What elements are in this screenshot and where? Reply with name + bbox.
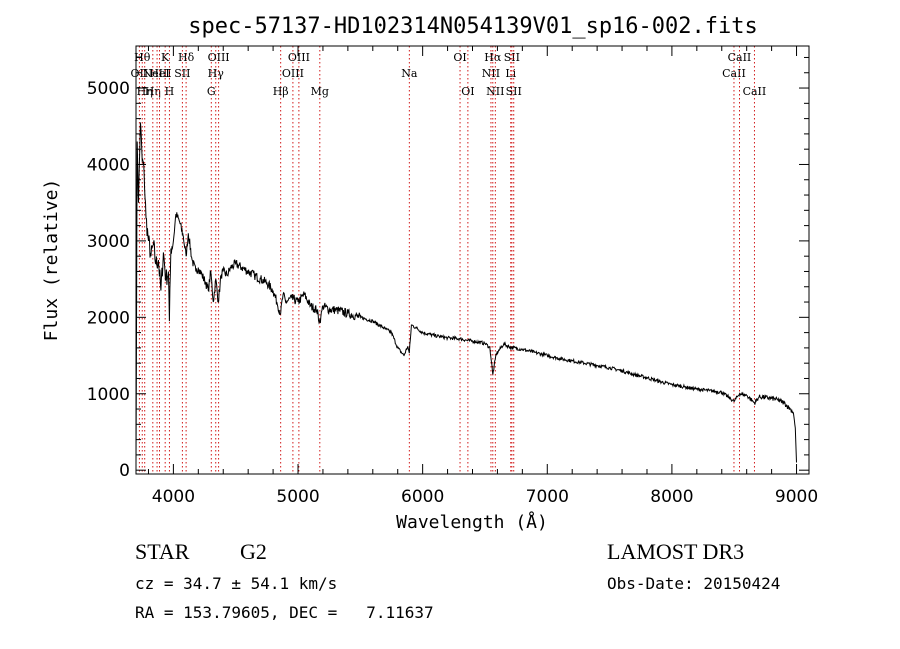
line-marker-label-8: SII: [174, 67, 190, 80]
line-marker-label-26: CaII: [722, 67, 746, 80]
x-tick-label: 9000: [775, 487, 818, 507]
line-marker-label-12: OIII: [208, 51, 230, 64]
y-tick-label: 2000: [87, 308, 130, 328]
plot-frame: [135, 45, 810, 475]
y-tick-label: 5000: [87, 79, 130, 99]
line-marker-label-10: G: [207, 85, 216, 98]
y-tick-label: 3000: [87, 232, 130, 252]
line-marker-label-3: Hη: [145, 85, 161, 98]
line-marker-label-9: Hδ: [178, 51, 195, 64]
obs-date-text: Obs-Date: 20150424: [607, 574, 781, 593]
line-marker-label-11: Hγ: [208, 67, 225, 80]
x-tick-label: 6000: [401, 487, 444, 507]
line-marker-label-27: CaII: [728, 51, 752, 64]
object-class: STAR: [135, 539, 190, 564]
line-marker-label-6: K: [161, 51, 170, 64]
plot-axes: 4000 5000 6000 7000 8000 9000 0 1000 2000 3000 400…: [87, 45, 818, 507]
line-marker-label-23: Li: [505, 67, 516, 80]
spectrum-line: [135, 122, 797, 463]
line-marker-label-14: OIII: [282, 67, 304, 80]
x-axis-label: Wavelength (Å): [396, 511, 548, 533]
redshift-text: cz = 34.7 ± 54.1 km/s: [135, 574, 338, 593]
line-marker-label-20: NII: [482, 67, 500, 80]
chart-title: spec-57137-HD102314N054139V01_sp16-002.f…: [188, 14, 758, 39]
x-tick-label: 4000: [152, 487, 195, 507]
line-marker-label-7: H: [165, 85, 175, 98]
line-marker-label-4: NeIII: [142, 67, 171, 80]
line-marker-label-17: Na: [401, 67, 418, 80]
x-tick-label: 7000: [526, 487, 569, 507]
y-tick-label: 4000: [87, 155, 130, 175]
spectral-line-markers: OIIHθHηHηNeIIIHeIKHSIIHδGHγOIIIHβOIIIOII…: [131, 46, 767, 474]
line-marker-label-5: HeI: [149, 67, 169, 80]
survey-name: LAMOST DR3: [607, 539, 745, 564]
line-marker-label-24: SII: [504, 51, 520, 64]
line-marker-label-25: SII: [506, 85, 522, 98]
spectrum-series: [135, 122, 797, 463]
line-marker-label-1: Hθ: [134, 51, 151, 64]
coordinates-text: RA = 153.79605, DEC = 7.11637: [135, 603, 434, 622]
line-marker-label-28: CaII: [743, 85, 767, 98]
y-tick-label: 0: [119, 461, 130, 481]
line-marker-label-19: OI: [461, 85, 474, 98]
y-axis-label: Flux (relative): [41, 179, 62, 342]
line-marker-label-0: OII: [131, 67, 149, 80]
line-marker-label-15: OIII: [288, 51, 310, 64]
line-marker-label-13: Hβ: [273, 85, 289, 98]
line-marker-label-22: NII: [486, 85, 504, 98]
x-tick-label: 8000: [650, 487, 693, 507]
y-tick-label: 1000: [87, 385, 130, 405]
object-subclass: G2: [240, 539, 267, 564]
line-marker-label-16: Mg: [311, 85, 329, 98]
line-marker-label-21: Hα: [484, 51, 502, 64]
line-marker-label-18: OI: [453, 51, 466, 64]
x-tick-label: 5000: [276, 487, 319, 507]
